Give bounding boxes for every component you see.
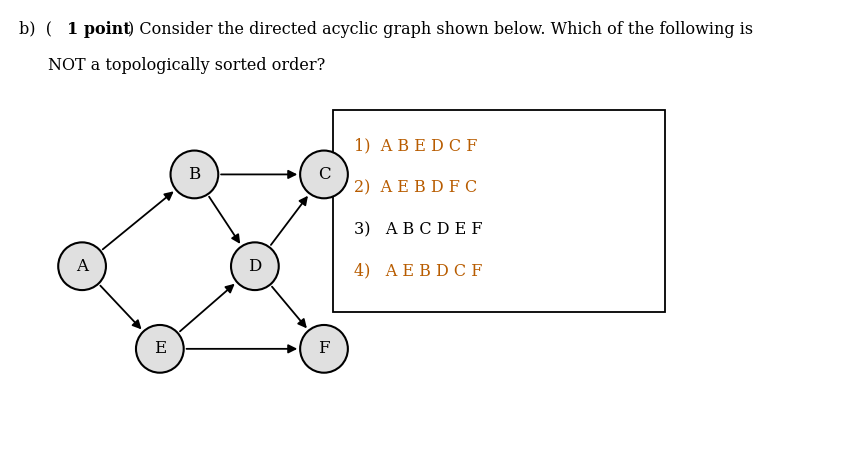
- Text: 4)   A E B D C F: 4) A E B D C F: [354, 263, 483, 280]
- Text: NOT a topologically sorted order?: NOT a topologically sorted order?: [48, 57, 325, 74]
- Text: 1 point: 1 point: [67, 21, 131, 38]
- Bar: [333, 110, 665, 312]
- Text: 1)  A B E D C F: 1) A B E D C F: [354, 138, 478, 155]
- Text: E: E: [154, 340, 166, 358]
- Text: b)  (: b) (: [19, 21, 52, 38]
- Text: A: A: [76, 257, 88, 275]
- Ellipse shape: [300, 151, 348, 198]
- Ellipse shape: [136, 325, 184, 373]
- Text: B: B: [188, 166, 200, 183]
- Ellipse shape: [231, 242, 279, 290]
- Text: ) Consider the directed acyclic graph shown below. Which of the following is: ) Consider the directed acyclic graph sh…: [128, 21, 753, 38]
- Text: F: F: [318, 340, 330, 358]
- Text: C: C: [318, 166, 330, 183]
- Ellipse shape: [58, 242, 106, 290]
- Text: 3)   A B C D E F: 3) A B C D E F: [354, 221, 483, 238]
- Text: 2)  A E B D F C: 2) A E B D F C: [354, 179, 478, 196]
- Ellipse shape: [300, 325, 348, 373]
- Ellipse shape: [170, 151, 219, 198]
- Text: D: D: [248, 257, 262, 275]
